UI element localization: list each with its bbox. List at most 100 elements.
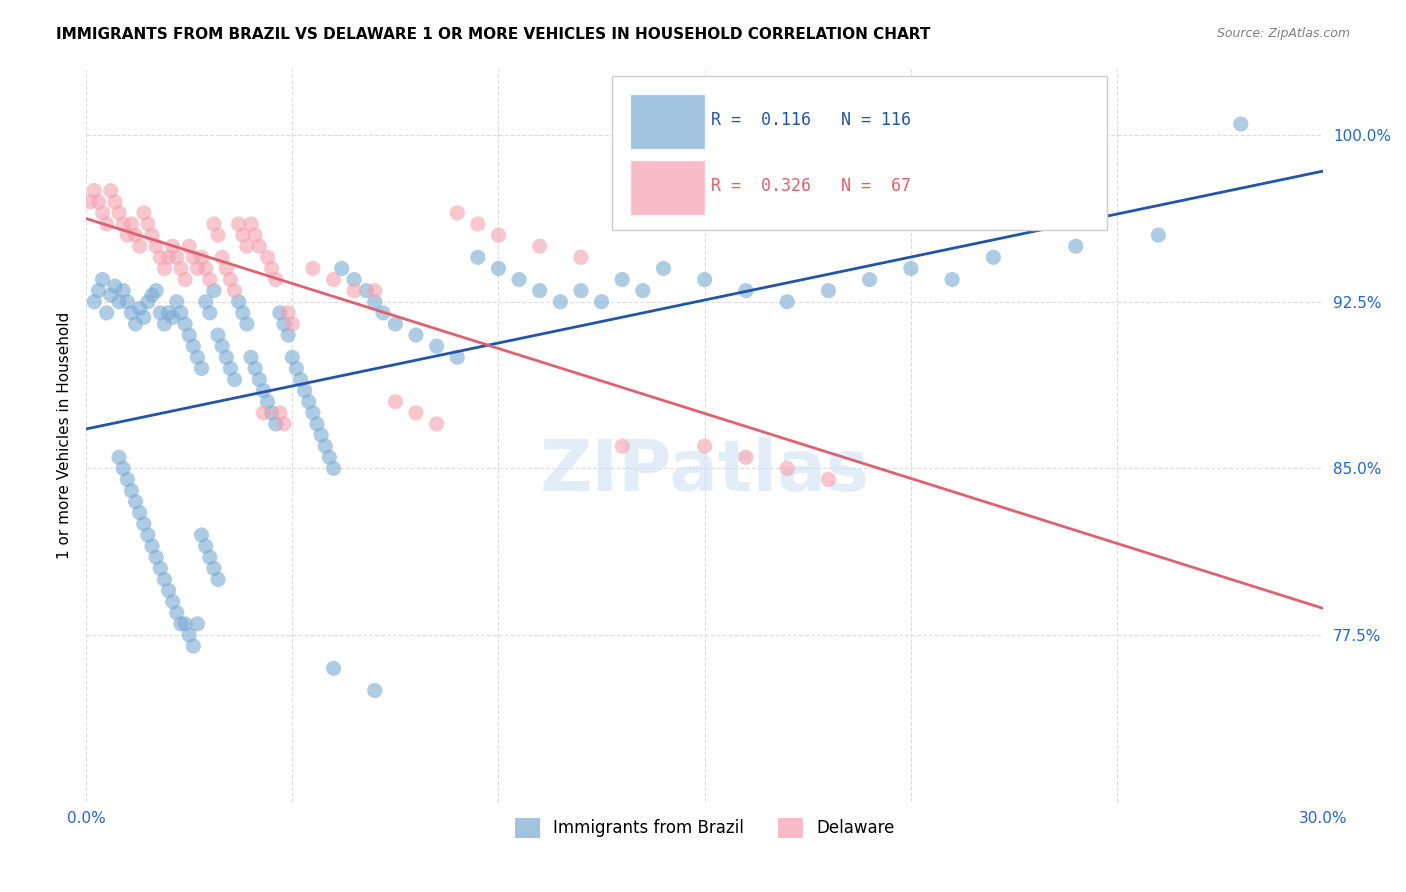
Immigrants from Brazil xyxy=(120,483,142,498)
Immigrants from Brazil xyxy=(186,351,208,365)
Immigrants from Brazil xyxy=(124,494,146,508)
Immigrants from Brazil xyxy=(112,284,135,298)
Delaware xyxy=(215,261,238,276)
Immigrants from Brazil xyxy=(96,306,118,320)
Delaware xyxy=(236,239,259,253)
Immigrants from Brazil xyxy=(117,294,139,309)
Immigrants from Brazil xyxy=(145,284,167,298)
Immigrants from Brazil xyxy=(550,294,572,309)
Delaware xyxy=(240,217,263,231)
Immigrants from Brazil xyxy=(202,561,225,575)
Text: IMMIGRANTS FROM BRAZIL VS DELAWARE 1 OR MORE VEHICLES IN HOUSEHOLD CORRELATION C: IMMIGRANTS FROM BRAZIL VS DELAWARE 1 OR … xyxy=(56,27,931,42)
Delaware xyxy=(145,239,167,253)
Delaware xyxy=(384,394,406,409)
Delaware xyxy=(174,272,197,286)
Immigrants from Brazil xyxy=(318,450,340,465)
Immigrants from Brazil xyxy=(252,384,274,398)
Immigrants from Brazil xyxy=(141,539,163,553)
Immigrants from Brazil xyxy=(202,284,225,298)
Y-axis label: 1 or more Vehicles in Household: 1 or more Vehicles in Household xyxy=(58,311,72,558)
Immigrants from Brazil xyxy=(243,361,266,376)
Immigrants from Brazil xyxy=(181,339,204,353)
Immigrants from Brazil xyxy=(215,351,238,365)
Delaware xyxy=(426,417,449,431)
Delaware xyxy=(488,228,510,243)
Immigrants from Brazil xyxy=(149,306,172,320)
Immigrants from Brazil xyxy=(153,573,176,587)
Immigrants from Brazil xyxy=(302,406,325,420)
Delaware xyxy=(108,206,131,220)
Immigrants from Brazil xyxy=(186,616,208,631)
Immigrants from Brazil xyxy=(941,272,963,286)
Immigrants from Brazil xyxy=(776,294,799,309)
Immigrants from Brazil xyxy=(211,339,233,353)
Immigrants from Brazil xyxy=(240,351,263,365)
Immigrants from Brazil xyxy=(264,417,287,431)
Delaware xyxy=(264,272,287,286)
Immigrants from Brazil xyxy=(219,361,242,376)
Immigrants from Brazil xyxy=(371,306,394,320)
Immigrants from Brazil xyxy=(1064,239,1087,253)
Delaware xyxy=(100,184,122,198)
Delaware xyxy=(198,272,221,286)
Delaware xyxy=(252,406,274,420)
Delaware xyxy=(120,217,142,231)
Immigrants from Brazil xyxy=(112,461,135,475)
Text: ZIPatlas: ZIPatlas xyxy=(540,437,870,506)
Immigrants from Brazil xyxy=(179,628,201,642)
Immigrants from Brazil xyxy=(467,250,489,264)
Immigrants from Brazil xyxy=(652,261,675,276)
Immigrants from Brazil xyxy=(117,473,139,487)
Immigrants from Brazil xyxy=(207,328,229,343)
Immigrants from Brazil xyxy=(145,550,167,565)
Delaware xyxy=(273,417,295,431)
Immigrants from Brazil xyxy=(108,450,131,465)
Immigrants from Brazil xyxy=(305,417,328,431)
Immigrants from Brazil xyxy=(190,361,212,376)
Immigrants from Brazil xyxy=(405,328,427,343)
Delaware xyxy=(124,228,146,243)
Immigrants from Brazil xyxy=(132,516,155,531)
Delaware xyxy=(405,406,427,420)
Delaware xyxy=(91,206,114,220)
Immigrants from Brazil xyxy=(256,394,278,409)
Delaware xyxy=(141,228,163,243)
Immigrants from Brazil xyxy=(157,306,180,320)
Delaware xyxy=(569,250,592,264)
Immigrants from Brazil xyxy=(120,306,142,320)
Delaware xyxy=(612,439,634,453)
Delaware xyxy=(87,194,110,209)
Immigrants from Brazil xyxy=(87,284,110,298)
Immigrants from Brazil xyxy=(294,384,316,398)
Immigrants from Brazil xyxy=(343,272,366,286)
Delaware xyxy=(128,239,150,253)
Immigrants from Brazil xyxy=(322,661,344,675)
Immigrants from Brazil xyxy=(149,561,172,575)
Immigrants from Brazil xyxy=(260,406,283,420)
Delaware xyxy=(343,284,366,298)
Immigrants from Brazil xyxy=(591,294,613,309)
Immigrants from Brazil xyxy=(356,284,378,298)
Delaware xyxy=(529,239,551,253)
Immigrants from Brazil xyxy=(569,284,592,298)
Immigrants from Brazil xyxy=(194,294,217,309)
Immigrants from Brazil xyxy=(285,361,308,376)
Immigrants from Brazil xyxy=(179,328,201,343)
Immigrants from Brazil xyxy=(170,306,193,320)
Delaware xyxy=(162,239,184,253)
Immigrants from Brazil xyxy=(207,573,229,587)
Text: Source: ZipAtlas.com: Source: ZipAtlas.com xyxy=(1216,27,1350,40)
Immigrants from Brazil xyxy=(735,284,758,298)
Delaware xyxy=(181,250,204,264)
Delaware xyxy=(281,317,304,331)
Immigrants from Brazil xyxy=(1147,228,1170,243)
Immigrants from Brazil xyxy=(277,328,299,343)
Delaware xyxy=(277,306,299,320)
Delaware xyxy=(260,261,283,276)
Delaware xyxy=(104,194,127,209)
Immigrants from Brazil xyxy=(224,372,246,386)
Immigrants from Brazil xyxy=(309,428,332,442)
Delaware xyxy=(79,194,101,209)
Immigrants from Brazil xyxy=(153,317,176,331)
Immigrants from Brazil xyxy=(529,284,551,298)
